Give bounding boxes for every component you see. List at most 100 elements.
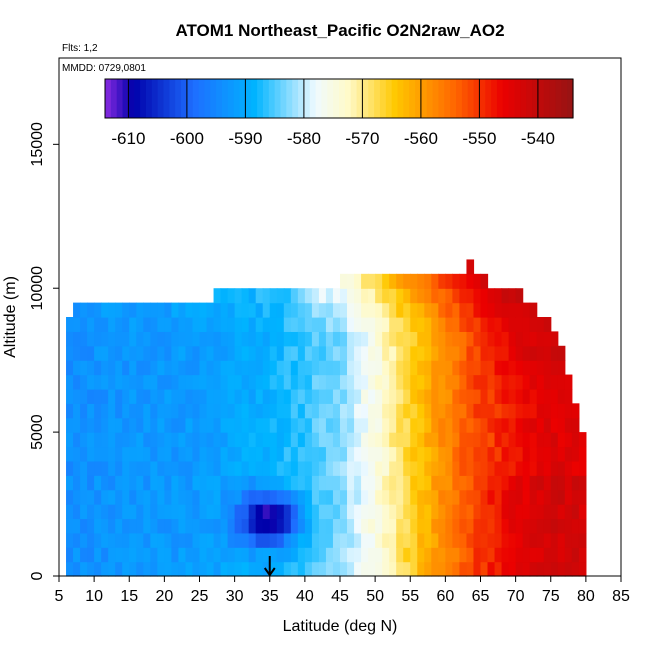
heatmap-cell	[515, 388, 524, 404]
heatmap-cell	[66, 518, 74, 534]
heatmap-cell	[129, 532, 137, 548]
heatmap-cell	[438, 489, 446, 505]
heatmap-cell	[304, 403, 313, 419]
heatmap-cell	[318, 561, 327, 577]
heatmap-cell	[410, 302, 418, 318]
heatmap-cell	[487, 561, 496, 577]
heatmap-cell	[94, 331, 102, 347]
heatmap-cell	[255, 331, 264, 347]
heatmap-cell	[508, 388, 517, 404]
heatmap-cell	[115, 432, 123, 448]
heatmap-cell	[438, 561, 446, 577]
heatmap-cell	[417, 374, 425, 390]
colorbar-swatch	[298, 79, 305, 118]
heatmap-cell	[347, 288, 355, 304]
heatmap-cell	[227, 317, 236, 332]
heatmap-cell	[73, 388, 81, 404]
heatmap-cell	[192, 360, 201, 376]
heatmap-cell	[164, 446, 173, 462]
colorbar-tick-label: -590	[228, 129, 262, 148]
heatmap-cell	[332, 489, 341, 505]
heatmap-cell	[297, 504, 306, 520]
y-tick-label: 0	[29, 571, 46, 580]
heatmap-cell	[304, 504, 313, 520]
heatmap-cell	[431, 489, 439, 505]
heatmap-cell	[382, 331, 390, 347]
heatmap-cell	[354, 345, 362, 361]
heatmap-cell	[255, 547, 264, 563]
heatmap-cell	[332, 504, 341, 520]
heatmap-cell	[94, 417, 102, 433]
heatmap-cell	[297, 561, 306, 577]
heatmap-cell	[248, 446, 257, 462]
heatmap-cell	[66, 417, 74, 433]
heatmap-cell	[571, 518, 580, 534]
heatmap-cell	[480, 317, 489, 332]
x-tick-label: 50	[366, 588, 384, 605]
heatmap-cell	[108, 331, 116, 347]
heatmap-cell	[389, 518, 397, 534]
heatmap-cell	[101, 561, 109, 577]
heatmap-cell	[347, 518, 355, 534]
heatmap-cell	[80, 532, 88, 548]
colorbar-swatch	[456, 79, 463, 118]
x-tick-label: 25	[191, 588, 209, 605]
heatmap-cell	[515, 518, 524, 534]
heatmap-cell	[417, 547, 425, 563]
heatmap-cell	[473, 317, 482, 332]
heatmap-cell	[515, 417, 524, 433]
heatmap-cell	[452, 561, 461, 577]
heatmap-cell	[80, 446, 88, 462]
heatmap-cell	[368, 302, 376, 318]
heatmap-cell	[403, 302, 411, 318]
heatmap-cell	[213, 360, 222, 376]
heatmap-cell	[150, 432, 158, 448]
heatmap-cell	[557, 547, 566, 563]
heatmap-cell	[368, 504, 376, 520]
colorbar-swatch	[409, 79, 416, 118]
heatmap-cell	[508, 302, 517, 318]
heatmap-cell	[311, 432, 320, 448]
heatmap-cell	[368, 317, 376, 332]
latitude-marker	[263, 556, 276, 577]
heatmap-cell	[66, 432, 74, 448]
heatmap-cell	[508, 532, 517, 548]
heatmap-cell	[332, 446, 341, 462]
heatmap-cell	[171, 460, 180, 476]
heatmap-cell	[262, 331, 271, 347]
heatmap-cell	[550, 432, 559, 448]
heatmap-cell	[557, 417, 566, 433]
heatmap-cell	[311, 518, 320, 534]
heatmap-cell	[297, 460, 306, 476]
heatmap-cell	[487, 489, 496, 505]
heatmap-cell	[129, 360, 137, 376]
heatmap-cell	[431, 288, 439, 304]
heatmap-cell	[543, 417, 552, 433]
heatmap-cell	[529, 532, 538, 548]
colorbar-swatch	[140, 79, 147, 118]
heatmap-cell	[382, 446, 390, 462]
heatmap-cell	[206, 504, 215, 520]
heatmap-cell	[543, 374, 552, 390]
heatmap-cell	[543, 432, 552, 448]
heatmap-cell	[417, 403, 425, 419]
heatmap-cell	[171, 345, 180, 361]
heatmap-cell	[143, 345, 151, 361]
heatmap-cell	[403, 475, 411, 491]
heatmap-cell	[508, 360, 517, 376]
heatmap-cell	[473, 417, 482, 433]
heatmap-cell	[389, 547, 397, 563]
heatmap-cell	[150, 360, 158, 376]
heatmap-cell	[522, 446, 531, 462]
heatmap-cell	[248, 317, 257, 332]
heatmap-cell	[276, 518, 285, 534]
heatmap-cell	[108, 403, 116, 419]
heatmap-cell	[494, 489, 503, 505]
heatmap-cell	[494, 504, 503, 520]
heatmap-cell	[136, 547, 144, 563]
heatmap-cell	[325, 489, 334, 505]
heatmap-cell	[206, 403, 215, 419]
heatmap-cell	[354, 460, 362, 476]
heatmap-cell	[108, 518, 116, 534]
heatmap-cell	[66, 374, 74, 390]
